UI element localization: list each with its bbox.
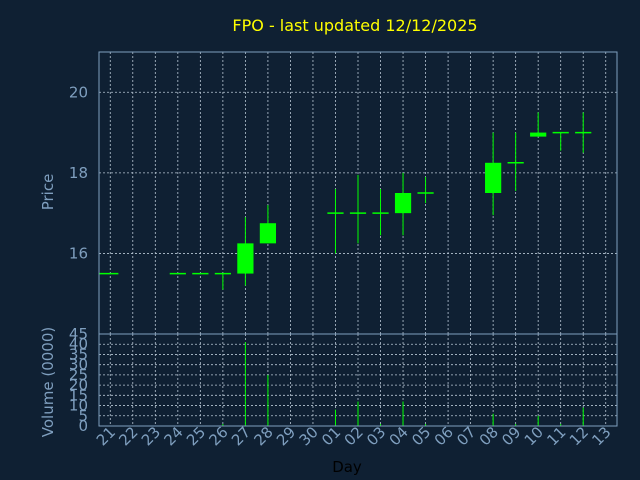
volume-tick-label: 20: [69, 376, 88, 394]
volume-tick-label: 40: [69, 335, 88, 353]
volume-tick-label: 15: [69, 386, 88, 404]
chart-title: FPO - last updated 12/12/2025: [232, 16, 477, 35]
candle-body: [394, 193, 412, 214]
x-axis-ticks: 2122232425262728293001020304050607080910…: [93, 423, 615, 449]
price-tick-label: 18: [69, 164, 88, 182]
x-axis-label: Day: [332, 458, 362, 476]
candle-body: [530, 132, 547, 137]
volume-tick-label: 5: [78, 407, 88, 425]
price-axis-label: Price: [39, 174, 57, 211]
volume-axis-label: Volume (0000): [39, 327, 57, 437]
candle-body: [237, 243, 254, 274]
volume-tick-label: 30: [69, 356, 88, 374]
price-tick-label: 20: [69, 83, 88, 101]
volume-tick-label: 25: [69, 366, 88, 384]
volume-panel-frame: [98, 333, 618, 427]
day-tick-label: 13: [588, 423, 614, 449]
volume-tick-label: 45: [69, 325, 88, 343]
price-panel: 16 18 20: [69, 51, 618, 335]
price-tick-label: 16: [69, 244, 88, 262]
candle-body: [485, 162, 502, 193]
volume-tick-label: 35: [69, 345, 88, 363]
candle-body: [259, 223, 277, 244]
volume-tick-label: 0: [78, 417, 88, 435]
volume-tick-label: 10: [69, 397, 88, 415]
